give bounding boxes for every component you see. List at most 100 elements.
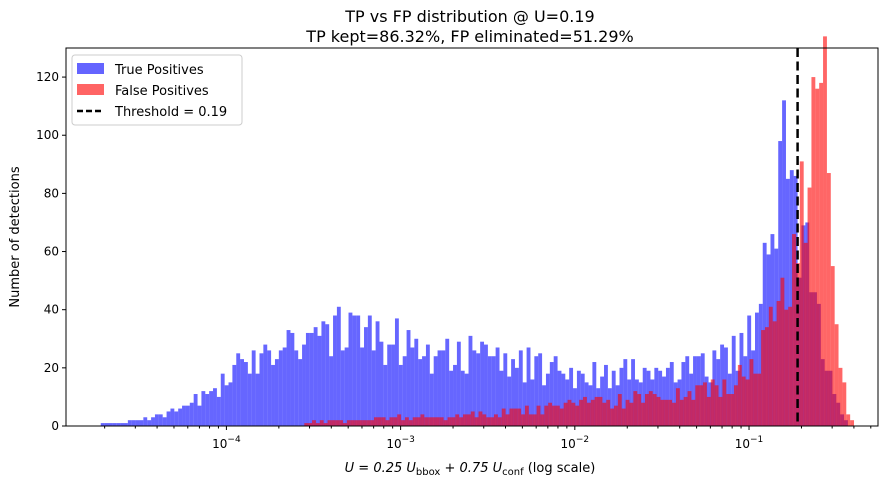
fp-bar [459,417,464,426]
tp-bar [685,356,690,426]
fp-bar [474,417,479,426]
y-tick-label: 0 [51,419,59,433]
legend-tp-swatch [77,63,104,74]
fp-bar [675,388,680,426]
fp-bar [552,405,556,426]
tp-bar [356,315,361,426]
fp-bar [749,359,754,426]
fp-bar [799,161,804,426]
fp-bar [714,385,719,426]
tp-bar [108,423,113,426]
tp-bar [154,414,159,426]
tp-bar [758,303,763,426]
fp-bar [633,391,638,426]
y-axis-label: Number of detections [8,166,23,307]
tp-bar [123,423,128,426]
fp-bar [706,396,711,426]
tp-bar [220,373,225,426]
tp-bar [352,315,357,426]
tp-bar [193,394,198,426]
tp-bar [526,347,531,426]
tp-bar [271,364,275,426]
fp-bar [393,417,398,426]
tp-bar [325,324,330,426]
tp-bar [456,341,461,426]
tp-bar [236,353,241,426]
tp-bar [538,353,543,426]
tp-bar [336,306,341,426]
fp-bar [679,399,684,426]
legend-fp-swatch [77,84,104,95]
fp-bar [838,367,843,426]
fp-bar [625,399,630,426]
fp-bar [734,385,738,426]
fp-bar [846,414,851,426]
fp-bar [629,402,634,426]
tp-bar [255,373,260,426]
fp-bar [730,394,735,426]
tp-bar [379,341,384,426]
y-axis: 0 20 40 60 80 100 120 [36,70,66,433]
tp-bar [720,344,725,426]
tp-bar [224,385,229,426]
fp-bar [648,391,653,426]
legend-fp-label: False Positives [115,84,209,99]
tp-bar [263,344,268,426]
tp-bar [340,350,345,426]
fp-bar [346,420,351,426]
fp-bar [416,417,421,426]
tp-bar [495,347,500,426]
tp-bar [499,370,504,426]
fp-bar [370,420,374,426]
fp-bar [764,327,769,426]
fp-bar [358,420,363,426]
fp-bar [432,417,436,426]
tp-bars [100,100,848,427]
tp-bar [425,344,430,426]
fp-bar [397,414,402,426]
tp-bar [491,356,496,426]
y-tick-label: 120 [36,70,59,84]
fp-bar [559,408,564,426]
fp-bar [447,417,452,426]
fp-bar [521,414,525,426]
fp-bar [830,266,835,426]
tp-bar [151,417,155,426]
fp-bar [776,300,781,426]
fp-bar [703,382,707,426]
fp-bar [594,396,599,426]
fp-bar [567,399,572,426]
tp-bar [100,423,105,426]
fp-bar [389,417,394,426]
fp-bar [811,77,816,426]
fp-bar [517,408,522,426]
fp-bar [385,420,390,426]
tp-bar [127,420,132,426]
tp-bar [364,327,368,426]
tp-bar [383,364,388,426]
fp-bar [668,399,673,426]
tp-bar [631,359,635,426]
tp-bar [367,315,372,426]
tp-bar [313,327,318,426]
tp-bar [333,315,337,426]
tp-bar [611,370,616,426]
tp-bar [503,353,508,426]
fp-bar [439,417,444,426]
fp-bar [741,376,746,426]
fp-bar [494,414,498,426]
tp-bar [391,344,395,426]
fp-bar [308,423,313,426]
fp-bar [819,82,824,426]
fp-bar [699,385,704,426]
fp-bar [528,414,533,426]
fp-bar [753,373,758,426]
tp-bar [244,362,248,426]
tp-bar [557,370,562,426]
fp-bar [726,394,731,426]
fp-bar [466,414,471,426]
tp-bar [429,373,434,426]
fp-bar [586,402,591,426]
tp-bar [422,356,426,426]
